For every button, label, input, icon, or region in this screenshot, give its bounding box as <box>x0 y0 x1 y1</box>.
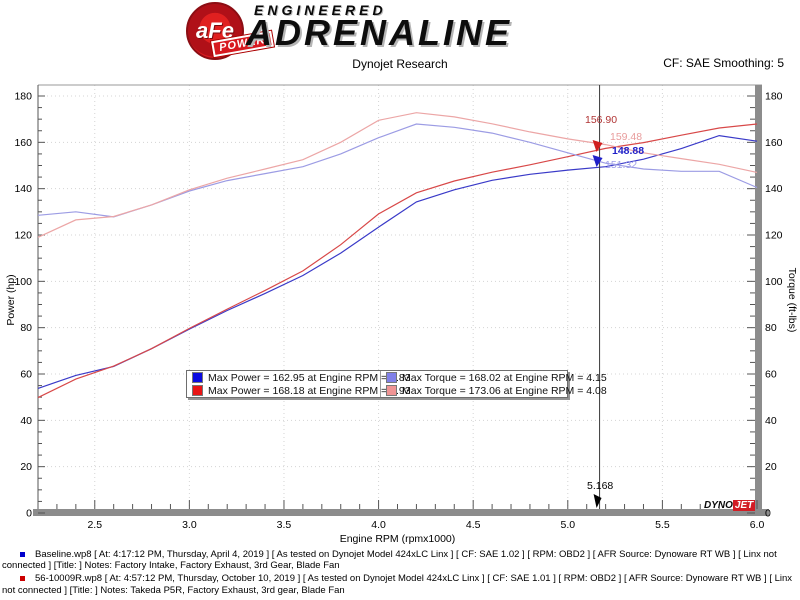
cursor-readout-power-baseline: 148.88 <box>612 145 645 157</box>
legend-item-max-torque-intake: Max Torque = 173.06 at Engine RPM = 4.08 <box>380 384 610 397</box>
cursor-marker-blue-icon <box>592 155 603 167</box>
svg-text:140: 140 <box>765 183 783 195</box>
run-bullet-baseline-icon <box>20 552 25 557</box>
svg-text:0: 0 <box>765 508 771 520</box>
svg-text:160: 160 <box>14 137 32 149</box>
legend-label: Max Power = 162.95 at Engine RPM = 5.83 <box>208 371 411 384</box>
legend-swatch-torque-intake <box>386 385 397 396</box>
svg-text:4.5: 4.5 <box>466 519 481 531</box>
cursor-marker-axis-icon <box>593 494 602 508</box>
svg-text:160: 160 <box>765 137 783 149</box>
svg-text:40: 40 <box>20 415 32 427</box>
legend-swatch-power-baseline <box>192 372 203 383</box>
svg-text:100: 100 <box>14 276 32 288</box>
brand-line-engineered: ENGINEERED <box>254 2 387 18</box>
svg-text:180: 180 <box>14 91 32 103</box>
svg-text:140: 140 <box>14 183 32 195</box>
x-axis-title: Engine RPM (rpmx1000) <box>340 533 456 545</box>
legend-swatch-power-intake <box>192 385 203 396</box>
svg-text:180: 180 <box>765 91 783 103</box>
cursor-readout-torque-baseline: 151.32 <box>605 159 638 171</box>
curve-1 <box>37 123 758 399</box>
svg-text:4.0: 4.0 <box>371 519 386 531</box>
svg-text:120: 120 <box>14 230 32 242</box>
legend-label: Max Power = 168.18 at Engine RPM = 5.93 <box>208 384 411 397</box>
dyno-curves <box>37 112 758 399</box>
run-entry-baseline: Baseline.wp8 [ At: 4:17:12 PM, Thursday,… <box>2 549 796 571</box>
svg-text:120: 120 <box>765 230 783 242</box>
svg-text:60: 60 <box>20 369 32 381</box>
run-info-footer: Baseline.wp8 [ At: 4:17:12 PM, Thursday,… <box>2 549 796 598</box>
svg-text:5.0: 5.0 <box>560 519 575 531</box>
svg-text:60: 60 <box>765 369 777 381</box>
dynojet-logo: DYNO JET <box>704 500 756 511</box>
gridlines <box>39 85 758 508</box>
run-bullet-intake-icon <box>20 576 25 582</box>
svg-text:20: 20 <box>20 461 32 473</box>
cursor-rpm-label: 5.168 <box>587 480 614 492</box>
run-text: 56-10009R.wp8 [ At: 4:57:12 PM, Thursday… <box>2 573 793 596</box>
cursor-readout-power-intake: 156.90 <box>585 114 618 126</box>
x-axis: 2.5 3.0 3.5 4.0 4.5 5.0 5.5 6.0 <box>56 500 765 531</box>
svg-text:20: 20 <box>765 461 777 473</box>
plot-frame <box>33 84 769 516</box>
y-axis-left: 0 20 40 60 80 100 120 140 160 180 <box>14 91 45 520</box>
svg-text:80: 80 <box>20 322 32 334</box>
svg-text:3.5: 3.5 <box>277 519 292 531</box>
svg-text:6.0: 6.0 <box>750 519 765 531</box>
cursor-line[interactable] <box>592 85 603 509</box>
svg-text:40: 40 <box>765 415 777 427</box>
cursor-marker-red-icon <box>592 140 603 152</box>
legend-label: Max Torque = 173.06 at Engine RPM = 4.08 <box>402 384 607 397</box>
legend-item-max-power-baseline: Max Power = 162.95 at Engine RPM = 5.83 <box>187 371 411 384</box>
svg-text:5.5: 5.5 <box>655 519 670 531</box>
report-title: Dynojet Research <box>352 57 448 71</box>
svg-text:100: 100 <box>765 276 783 288</box>
svg-text:0: 0 <box>26 508 32 520</box>
curve-0 <box>37 134 758 389</box>
brand-line-adrenaline: ADRENALINE <box>246 12 513 53</box>
run-entry-intake: 56-10009R.wp8 [ At: 4:57:12 PM, Thursday… <box>2 573 796 595</box>
y-axis-right: 0 20 40 60 80 100 120 140 160 180 <box>747 91 783 520</box>
svg-text:80: 80 <box>765 322 777 334</box>
run-text: Baseline.wp8 [ At: 4:17:12 PM, Thursday,… <box>2 549 777 572</box>
legend-swatch-torque-baseline <box>386 372 397 383</box>
legend-label: Max Torque = 168.02 at Engine RPM = 4.15 <box>402 371 607 384</box>
y-axis-left-title: Power (hp) <box>5 274 17 325</box>
legend-item-max-torque-baseline: Max Torque = 168.02 at Engine RPM = 4.15 <box>380 371 610 384</box>
y-axis-right-title: Torque (ft-lbs) <box>786 268 798 333</box>
svg-text:2.5: 2.5 <box>87 519 102 531</box>
cursor-readout-torque-intake: 159.48 <box>610 131 643 143</box>
dyno-chart-plot: 0 20 40 60 80 100 120 140 160 180 0 20 40 60 80 100 120 1… <box>5 84 798 545</box>
svg-text:3.0: 3.0 <box>182 519 197 531</box>
curve-3 <box>37 112 758 238</box>
legend-item-max-power-intake: Max Power = 168.18 at Engine RPM = 5.93 <box>187 384 411 397</box>
correction-smoothing-label: CF: SAE Smoothing: 5 <box>663 56 784 70</box>
chart-legend: Max Power = 162.95 at Engine RPM = 5.83 … <box>186 370 607 398</box>
